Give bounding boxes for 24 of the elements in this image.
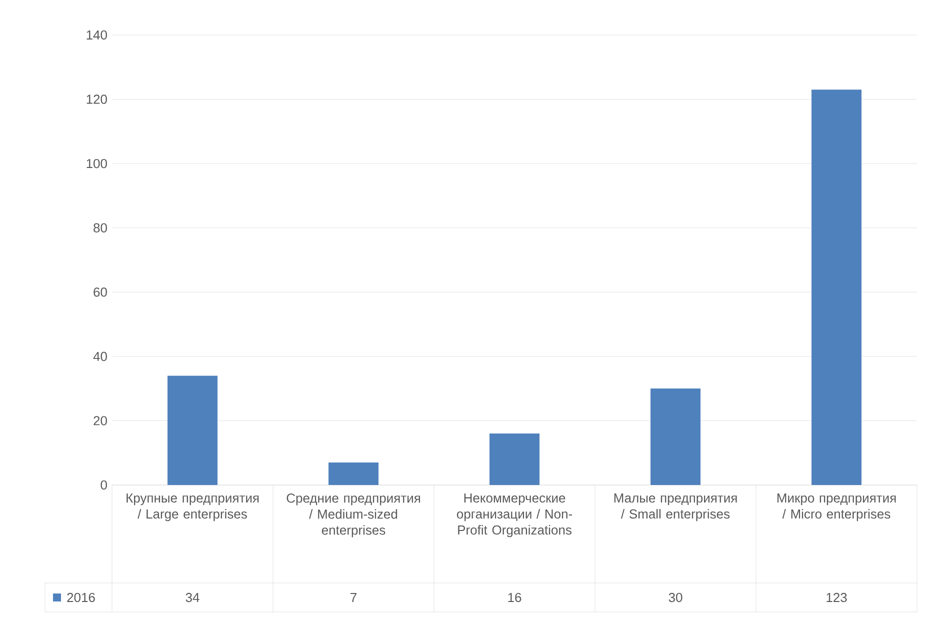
data-label: 7 — [350, 593, 356, 602]
y-tick-label: 20 — [94, 416, 107, 426]
legend-label: 2016 — [67, 592, 95, 602]
y-tick-label: 0 — [100, 480, 107, 490]
y-tick-label: 120 — [86, 94, 107, 104]
x-tick-label: Крупные предприятия / Large enterprises — [126, 494, 259, 522]
data-label: 16 — [508, 592, 522, 602]
data-label: 30 — [668, 592, 682, 602]
y-tick-label: 40 — [93, 352, 107, 362]
x-tick-label: Средние предприятия / Medium-sized enterprises — [286, 494, 420, 538]
y-tick-label: 100 — [86, 158, 107, 168]
bar — [490, 434, 540, 485]
y-tick-label: 80 — [94, 223, 107, 232]
bar — [168, 376, 218, 485]
x-tick-label: Малые предприятия / Small enterprises — [614, 494, 737, 522]
data-label: 34 — [186, 592, 200, 602]
x-tick-label: Микро предприятия / Micro enterprises — [777, 494, 896, 522]
bar — [328, 462, 379, 485]
y-tick-label: 60 — [94, 288, 107, 297]
bar — [650, 388, 700, 485]
x-tick-label: Некоммерческие организации / Non-Profit Organizations — [456, 494, 572, 538]
bar — [812, 90, 862, 485]
data-label: 123 — [826, 592, 847, 602]
y-tick-label: 140 — [86, 30, 107, 40]
